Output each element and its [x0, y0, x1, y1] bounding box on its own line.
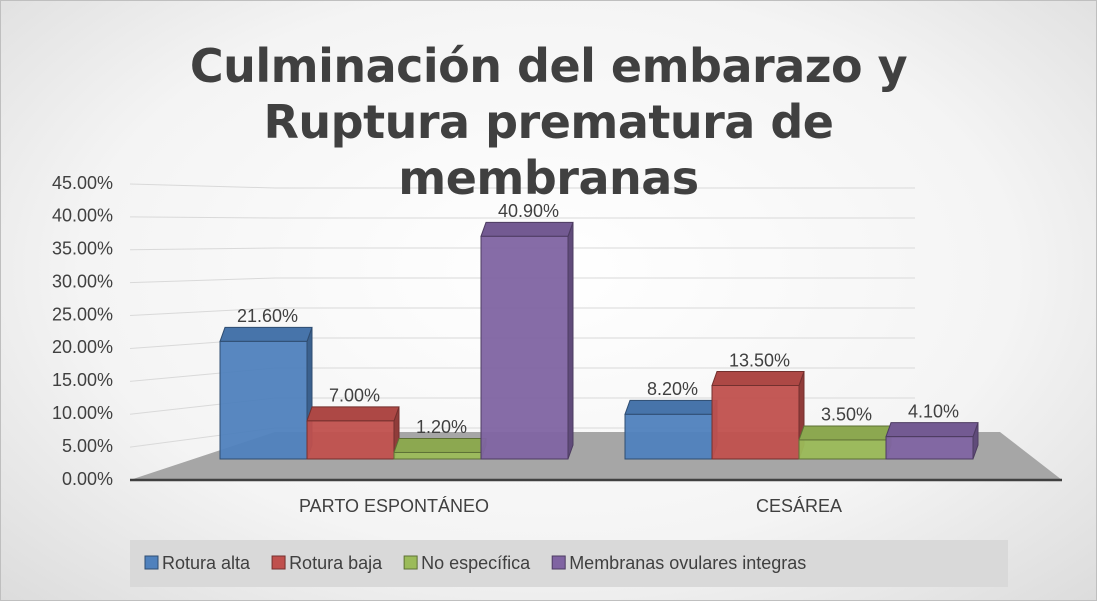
y-tick-label: 40.00% [52, 206, 113, 226]
value-label: 8.20% [647, 379, 698, 399]
y-tick-label: 25.00% [52, 304, 113, 324]
value-label: 4.10% [908, 401, 959, 421]
y-tick-label: 45.00% [52, 173, 113, 193]
grid-line [129, 183, 915, 189]
legend-label: Membranas ovulares integras [569, 553, 806, 573]
value-label: 1.20% [416, 417, 467, 437]
bar [624, 413, 713, 460]
value-label: 21.60% [237, 306, 298, 326]
grid-line [129, 307, 915, 317]
bar-side [567, 222, 574, 460]
bar-top [219, 326, 313, 342]
y-tick-label: 30.00% [52, 271, 113, 291]
legend-label: No específica [421, 553, 531, 573]
bar [306, 420, 395, 460]
bar [480, 235, 569, 460]
y-tick-label: 20.00% [52, 337, 113, 357]
legend-swatch [551, 555, 566, 570]
value-label: 13.50% [729, 350, 790, 370]
bar-top [885, 422, 979, 438]
legend-swatch [144, 555, 159, 570]
bar-top [624, 399, 718, 415]
grid-line [129, 247, 915, 251]
y-tick-label: 35.00% [52, 239, 113, 259]
legend-swatch [271, 555, 286, 570]
grid-line [129, 277, 915, 284]
legend-label: Rotura alta [162, 553, 251, 573]
bar-top [393, 437, 487, 453]
bar-top [306, 406, 400, 422]
bar [711, 385, 800, 460]
grid-line [129, 216, 915, 219]
bar-top [711, 371, 805, 386]
chart-title: Culminación del embarazo y Ruptura prema… [189, 39, 908, 205]
bar [219, 340, 308, 460]
bar-top [480, 221, 574, 237]
value-label: 7.00% [329, 386, 380, 406]
legend-swatch [403, 555, 418, 570]
y-tick-label: 0.00% [62, 469, 113, 489]
y-tick-label: 15.00% [52, 370, 113, 390]
value-label: 40.90% [498, 201, 559, 221]
bar [393, 451, 482, 460]
bar-top [798, 425, 892, 441]
bar [798, 439, 887, 460]
y-tick-label: 5.00% [62, 436, 113, 456]
legend-label: Rotura baja [289, 553, 383, 573]
x-tick-label: CESÁREA [756, 496, 842, 516]
y-tick-label: 10.00% [52, 403, 113, 423]
bar [885, 436, 974, 460]
x-tick-label: PARTO ESPONTÁNEO [299, 496, 489, 516]
value-label: 3.50% [821, 405, 872, 425]
